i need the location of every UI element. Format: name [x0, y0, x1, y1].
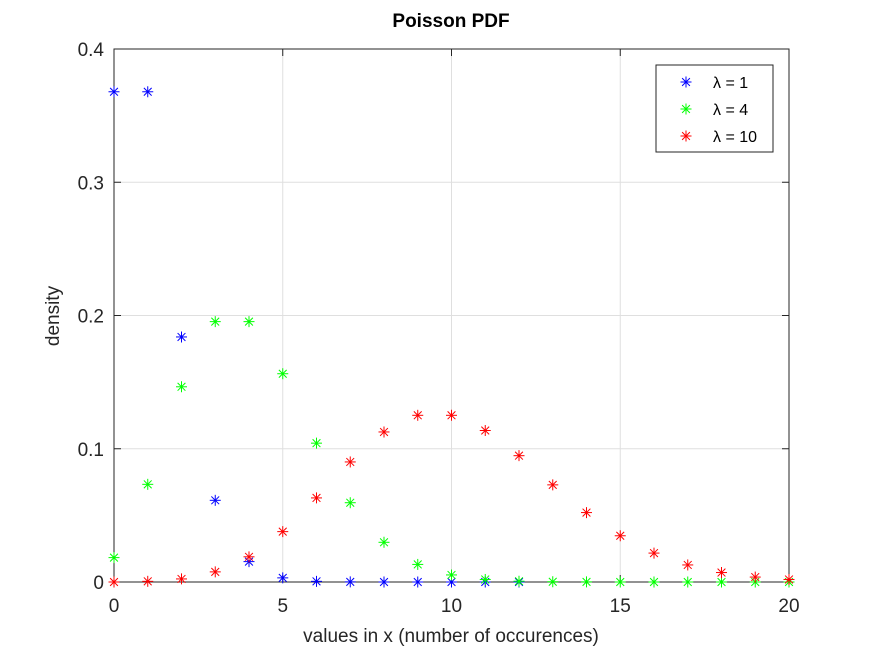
legend-entries: λ = 1 λ = 4 λ = 10: [680, 75, 757, 146]
series-2-point-11: [479, 424, 491, 436]
legend-label-0: λ = 1: [713, 75, 748, 92]
series-1-point-13: [547, 576, 559, 588]
x-tick-label-4: 20: [778, 596, 799, 617]
series-2-point-17: [682, 559, 694, 571]
series-2-point-4: [243, 551, 255, 563]
series-2-point-19: [749, 571, 761, 583]
y-tick-label-2: 0.2: [78, 307, 104, 328]
y-tick-label-4: 0.4: [78, 40, 105, 61]
legend-marker-1: [680, 103, 692, 115]
series-0-point-2: [176, 331, 187, 343]
series-0-point-3: [209, 494, 221, 506]
series-1-point-8: [378, 536, 390, 548]
tick-labels: 0 5 10 15 20 0 0.1 0.2 0.3 0.4: [78, 40, 800, 617]
legend-entry-2: λ = 10: [680, 129, 757, 146]
series-2-point-15: [614, 530, 626, 542]
series-2-point-9: [412, 409, 424, 421]
series-0-point-8: [378, 576, 390, 588]
series-1-point-14: [581, 576, 592, 588]
series-0-point-5: [277, 572, 289, 584]
chart-title: Poisson PDF: [392, 11, 509, 32]
series-1-point-18: [716, 576, 727, 588]
series-2-point-20: [783, 573, 795, 585]
series-1-point-5: [277, 368, 289, 380]
series-1-point-6: [311, 437, 322, 449]
series-0-point-0: [108, 86, 120, 98]
x-axis-label: values in x (number of occurences): [303, 626, 599, 647]
series-1-point-3: [209, 316, 221, 328]
legend-entry-0: λ = 1: [680, 75, 748, 92]
series-2-point-1: [142, 575, 154, 587]
series-1-point-2: [176, 381, 187, 393]
series-2-point-6: [311, 492, 322, 504]
x-tick-label-2: 10: [441, 596, 462, 617]
series-2-point-3: [209, 566, 221, 578]
y-axis-label: density: [43, 285, 64, 346]
series-1-point-16: [648, 576, 660, 588]
series-2-point-18: [716, 567, 727, 579]
series-1-point-1: [142, 478, 154, 490]
series-0-point-1: [142, 86, 154, 98]
series-1-point-7: [344, 497, 356, 509]
y-tick-label-3: 0.3: [78, 173, 104, 194]
series-1-point-9: [412, 558, 424, 570]
series-2-point-10: [446, 409, 457, 421]
series-2-point-8: [378, 426, 390, 438]
series-2-point-0: [108, 576, 120, 588]
series-0: [108, 86, 525, 588]
series-1-point-12: [513, 575, 525, 587]
legend-label-2: λ = 10: [713, 129, 757, 146]
series-2-point-7: [344, 456, 356, 468]
series-1-point-0: [108, 552, 120, 564]
data-points: [108, 86, 795, 588]
series-1-point-10: [446, 569, 457, 581]
series-1-point-11: [479, 573, 491, 585]
series-0-point-7: [344, 576, 356, 588]
series-0-point-9: [412, 576, 424, 588]
series-2-point-14: [581, 507, 592, 519]
x-tick-label-1: 5: [277, 596, 288, 617]
legend: λ = 1 λ = 4 λ = 10: [655, 64, 774, 153]
series-1-point-17: [682, 576, 694, 588]
series-2-point-5: [277, 526, 289, 538]
x-tick-label-3: 15: [610, 596, 631, 617]
series-2: [108, 409, 795, 588]
series-1: [108, 316, 795, 588]
legend-box: [655, 64, 774, 153]
series-2-point-13: [547, 479, 559, 491]
y-tick-label-1: 0.1: [78, 440, 104, 461]
series-0-point-6: [311, 575, 322, 587]
legend-label-1: λ = 4: [713, 102, 748, 119]
legend-entry-1: λ = 4: [680, 102, 748, 119]
y-tick-label-0: 0: [93, 573, 104, 594]
series-1-point-15: [614, 576, 626, 588]
series-2-point-16: [648, 547, 660, 559]
legend-marker-2: [680, 130, 692, 142]
x-tick-label-0: 0: [109, 596, 120, 617]
series-2-point-12: [513, 450, 525, 462]
series-1-point-4: [243, 316, 255, 328]
series-2-point-2: [176, 573, 187, 585]
legend-marker-0: [680, 76, 692, 88]
